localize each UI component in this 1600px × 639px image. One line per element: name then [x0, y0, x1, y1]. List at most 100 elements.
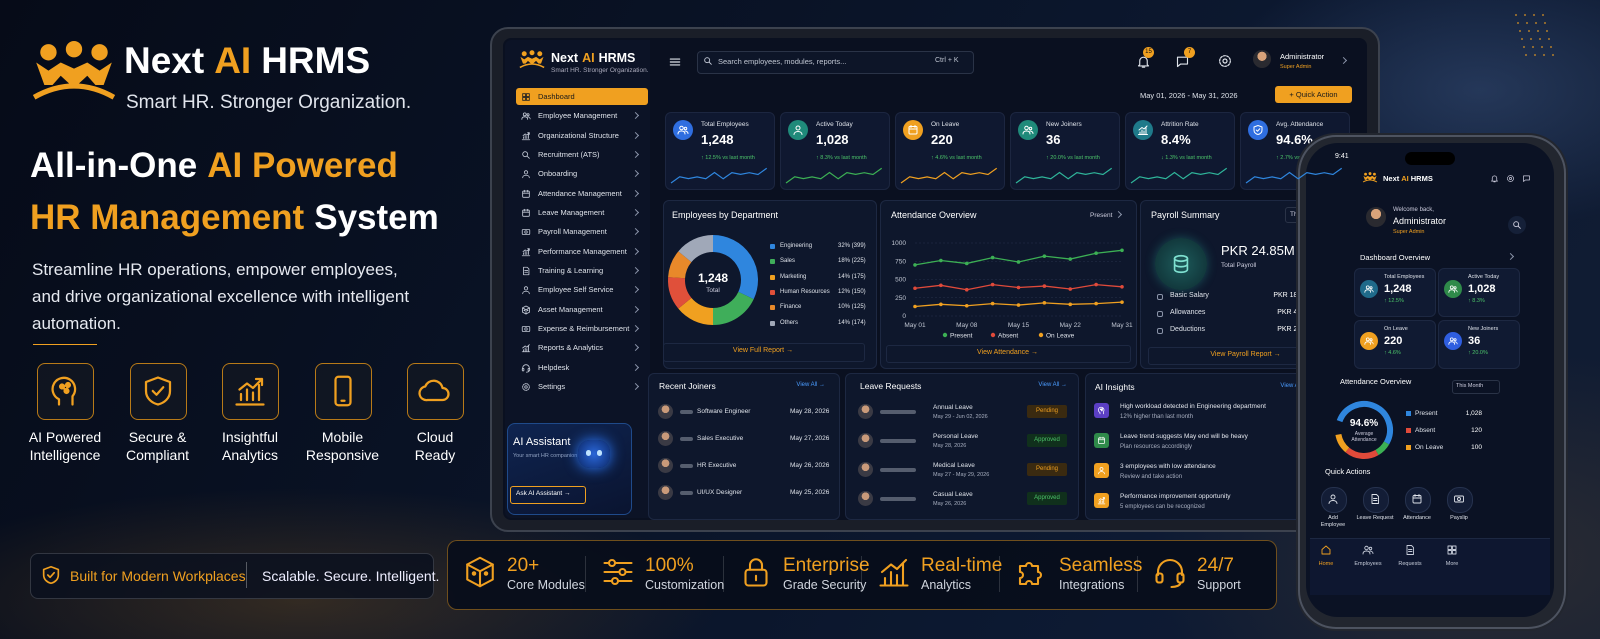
panel-link[interactable]: View Payroll Report →	[1210, 351, 1281, 358]
icon-part	[1321, 545, 1331, 555]
icon-part	[1222, 58, 1228, 64]
legend-swatch	[770, 259, 775, 265]
nav-label[interactable]: Employees	[1354, 561, 1382, 567]
assistant-button-label[interactable]: Ask AI Assistant →	[516, 490, 571, 497]
search-box[interactable]	[697, 51, 974, 74]
decor-dot	[1533, 14, 1535, 16]
icon-part	[1509, 177, 1512, 180]
brand-name: Next	[1383, 174, 1400, 183]
panel-link[interactable]: View Attendance →	[977, 349, 1038, 356]
legend-value: 10% (125)	[838, 304, 866, 311]
icon-part	[1448, 289, 1458, 293]
icon-part	[1024, 125, 1029, 131]
icon-part	[1022, 130, 1034, 135]
icon	[51, 376, 77, 406]
panel-link[interactable]: View All →	[1280, 383, 1309, 389]
feature-icon-box	[314, 363, 372, 420]
quick-action[interactable]	[1275, 86, 1352, 103]
kpi-label: Active Today	[816, 121, 853, 128]
menu-item[interactable]: Training & Learning	[538, 265, 604, 275]
highlight-label: Customization	[645, 578, 725, 592]
icon-part	[521, 116, 531, 121]
nav-label[interactable]: Home	[1318, 561, 1334, 567]
panel-link[interactable]: View All →	[1038, 382, 1067, 388]
legend-swatch	[1406, 445, 1411, 450]
action-label[interactable]: Attendance	[1403, 515, 1431, 521]
brand-accent: AI	[582, 51, 595, 65]
link-box[interactable]	[886, 345, 1131, 363]
action-circle[interactable]	[1405, 487, 1431, 513]
icon-part	[333, 375, 352, 407]
icon-part	[529, 50, 535, 56]
icon-part	[1176, 572, 1185, 584]
icon	[523, 266, 530, 276]
menu-item[interactable]: Dashboard	[538, 92, 575, 101]
icon-part	[1364, 285, 1374, 293]
icon-part	[1513, 221, 1521, 229]
hero-description: Streamline HR operations, empower employ…	[32, 260, 410, 333]
icon-part	[1369, 286, 1373, 290]
menu-item[interactable]: Settings	[538, 381, 566, 391]
menu-item[interactable]: Employee Management	[538, 111, 618, 121]
card-icon-bg	[1360, 280, 1378, 298]
menu-item[interactable]: Asset Management	[538, 304, 603, 314]
kpi-value: 8.4%	[1161, 132, 1191, 147]
icon-part	[522, 209, 530, 217]
card-value: 1,248	[1384, 283, 1412, 295]
panel-link[interactable]: View All →	[796, 382, 825, 388]
icon-part	[1173, 254, 1189, 263]
status-badge	[1027, 463, 1067, 476]
action-circle[interactable]	[1447, 487, 1473, 513]
icon-part	[524, 270, 529, 273]
menu-item[interactable]: Employee Self Service	[538, 285, 614, 295]
menu-item[interactable]: Helpdesk	[538, 362, 570, 372]
icon-part	[1517, 225, 1521, 229]
assistant-button[interactable]	[510, 486, 586, 504]
icon-part	[879, 558, 909, 587]
icon	[669, 58, 681, 66]
icon-part	[1097, 497, 1106, 505]
highlight-value: Real-time	[921, 555, 1003, 576]
action-label[interactable]: Add Employee	[1320, 515, 1346, 528]
kpi-value: 220	[931, 132, 953, 147]
menu-item[interactable]: Recruitment (ATS)	[538, 149, 600, 159]
action-circle[interactable]	[1363, 487, 1389, 513]
icon-part	[1448, 337, 1458, 345]
avatar	[658, 431, 673, 446]
menu-item[interactable]: Performance Management	[538, 246, 627, 256]
menu-item[interactable]: Organizational Structure	[538, 130, 619, 140]
leave-dates: May 29 - Jun 02, 2026	[933, 414, 988, 420]
icon	[1137, 56, 1150, 68]
icon-part	[1364, 341, 1374, 345]
icon-part	[1368, 546, 1373, 551]
quick-action-label[interactable]: + Quick Action	[1289, 90, 1338, 99]
leave-type: Personal Leave	[933, 433, 979, 440]
nav-label[interactable]: Requests	[1398, 561, 1422, 567]
icon-part	[537, 51, 543, 57]
action-label[interactable]: Payslip	[1450, 515, 1468, 521]
icon	[522, 383, 530, 391]
icon-part	[1364, 337, 1374, 345]
decor-dot	[1519, 30, 1521, 32]
menu-item[interactable]: Expense & Reimbursement	[538, 323, 630, 333]
menu-item[interactable]: Payroll Management	[538, 227, 607, 237]
brand-name: HRMS	[1410, 174, 1433, 183]
icon	[1448, 285, 1458, 293]
menu-item[interactable]: Leave Management	[538, 207, 605, 217]
action-circle[interactable]	[1321, 487, 1347, 513]
menu-item[interactable]: Reports & Analytics	[538, 343, 604, 353]
menu-item[interactable]: Attendance Management	[538, 188, 622, 198]
link-box[interactable]	[663, 343, 865, 362]
joiner-date: May 26, 2026	[790, 462, 830, 469]
icon-part	[522, 175, 530, 179]
kpi-label: On Leave	[931, 121, 960, 128]
message-count: 7	[1187, 49, 1192, 55]
panel-link[interactable]: View Full Report →	[732, 347, 794, 354]
hero-text: System	[314, 198, 439, 237]
user-role: Super Admin	[1280, 64, 1312, 70]
icon-part	[32, 83, 116, 100]
icon	[677, 125, 689, 135]
action-label[interactable]: Leave Request	[1356, 515, 1394, 521]
menu-item[interactable]: Onboarding	[538, 169, 578, 179]
nav-label[interactable]: More	[1445, 561, 1459, 567]
